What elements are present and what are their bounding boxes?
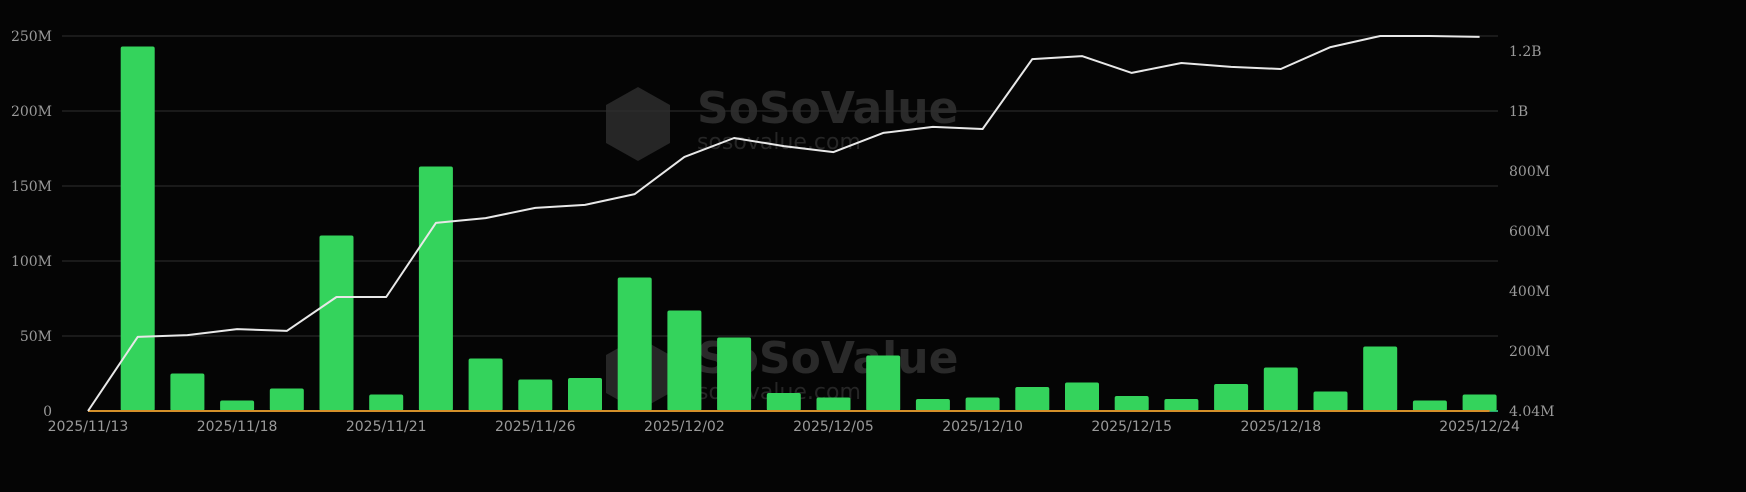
left-tick-label: 150M <box>11 179 52 195</box>
left-tick-label: 100M <box>11 254 52 270</box>
right-tick-label: 4.04M <box>1509 404 1555 420</box>
bar <box>1015 387 1050 411</box>
bar <box>617 277 652 411</box>
hexagon-logo-icon <box>606 87 670 161</box>
bar <box>866 355 901 411</box>
bar <box>1164 399 1199 411</box>
cumulative-line <box>87 35 1480 412</box>
watermark: SoSoValuesosovalue.comSoSoValuesosovalue… <box>606 83 958 411</box>
bar <box>170 373 205 411</box>
bar <box>1313 391 1348 411</box>
right-tick-label: 1.2B <box>1509 44 1542 60</box>
right-tick-label: 400M <box>1509 284 1550 300</box>
x-tick-label: 2025/12/15 <box>1091 419 1172 435</box>
bar <box>766 393 801 411</box>
bar <box>1462 394 1497 411</box>
x-tick-label: 2025/11/21 <box>346 419 427 435</box>
x-tick-label: 2025/11/13 <box>48 419 129 435</box>
x-tick-label: 2025/12/18 <box>1240 419 1321 435</box>
bar <box>269 388 304 411</box>
left-tick-label: 0 <box>43 404 52 420</box>
bar <box>717 337 752 411</box>
x-tick-label: 2025/12/05 <box>793 419 874 435</box>
watermark-brand: SoSoValue <box>697 83 958 134</box>
bar <box>915 399 950 411</box>
right-tick-label: 800M <box>1509 164 1550 180</box>
bar <box>418 166 453 411</box>
bar <box>667 310 702 411</box>
left-axis: 0 50M 100M 150M 200M 250M <box>11 29 52 420</box>
right-axis: 4.04M 200M 400M 600M 800M 1B 1.2B <box>1509 44 1555 420</box>
x-tick-label: 2025/12/02 <box>644 419 725 435</box>
bar <box>1263 367 1298 411</box>
right-tick-label: 600M <box>1509 224 1550 240</box>
bar <box>1114 396 1149 411</box>
bar <box>1065 382 1099 411</box>
bar <box>1412 400 1447 411</box>
bar <box>319 235 354 411</box>
gridlines <box>62 35 1498 412</box>
x-axis: 2025/11/13 2025/11/18 2025/11/21 2025/11/26… <box>48 419 1520 435</box>
bar <box>518 379 553 411</box>
line-series <box>87 35 1480 412</box>
bar <box>1214 384 1249 411</box>
left-tick-label: 200M <box>11 104 52 120</box>
bar <box>965 397 1000 411</box>
bar <box>369 394 404 411</box>
x-tick-label: 2025/11/18 <box>197 419 278 435</box>
x-tick-label: 2025/12/24 <box>1439 419 1520 435</box>
bar <box>568 378 602 411</box>
bar <box>120 46 155 411</box>
bar <box>816 397 851 411</box>
x-tick-label: 2025/12/10 <box>942 419 1023 435</box>
right-tick-label: 200M <box>1509 344 1550 360</box>
left-tick-label: 50M <box>20 329 52 345</box>
bar <box>220 400 255 411</box>
right-tick-label: 1B <box>1509 104 1528 120</box>
bar-series <box>120 46 1497 411</box>
left-tick-label: 250M <box>11 29 52 45</box>
bar <box>468 358 503 411</box>
bar <box>1363 346 1398 411</box>
x-tick-label: 2025/11/26 <box>495 419 576 435</box>
